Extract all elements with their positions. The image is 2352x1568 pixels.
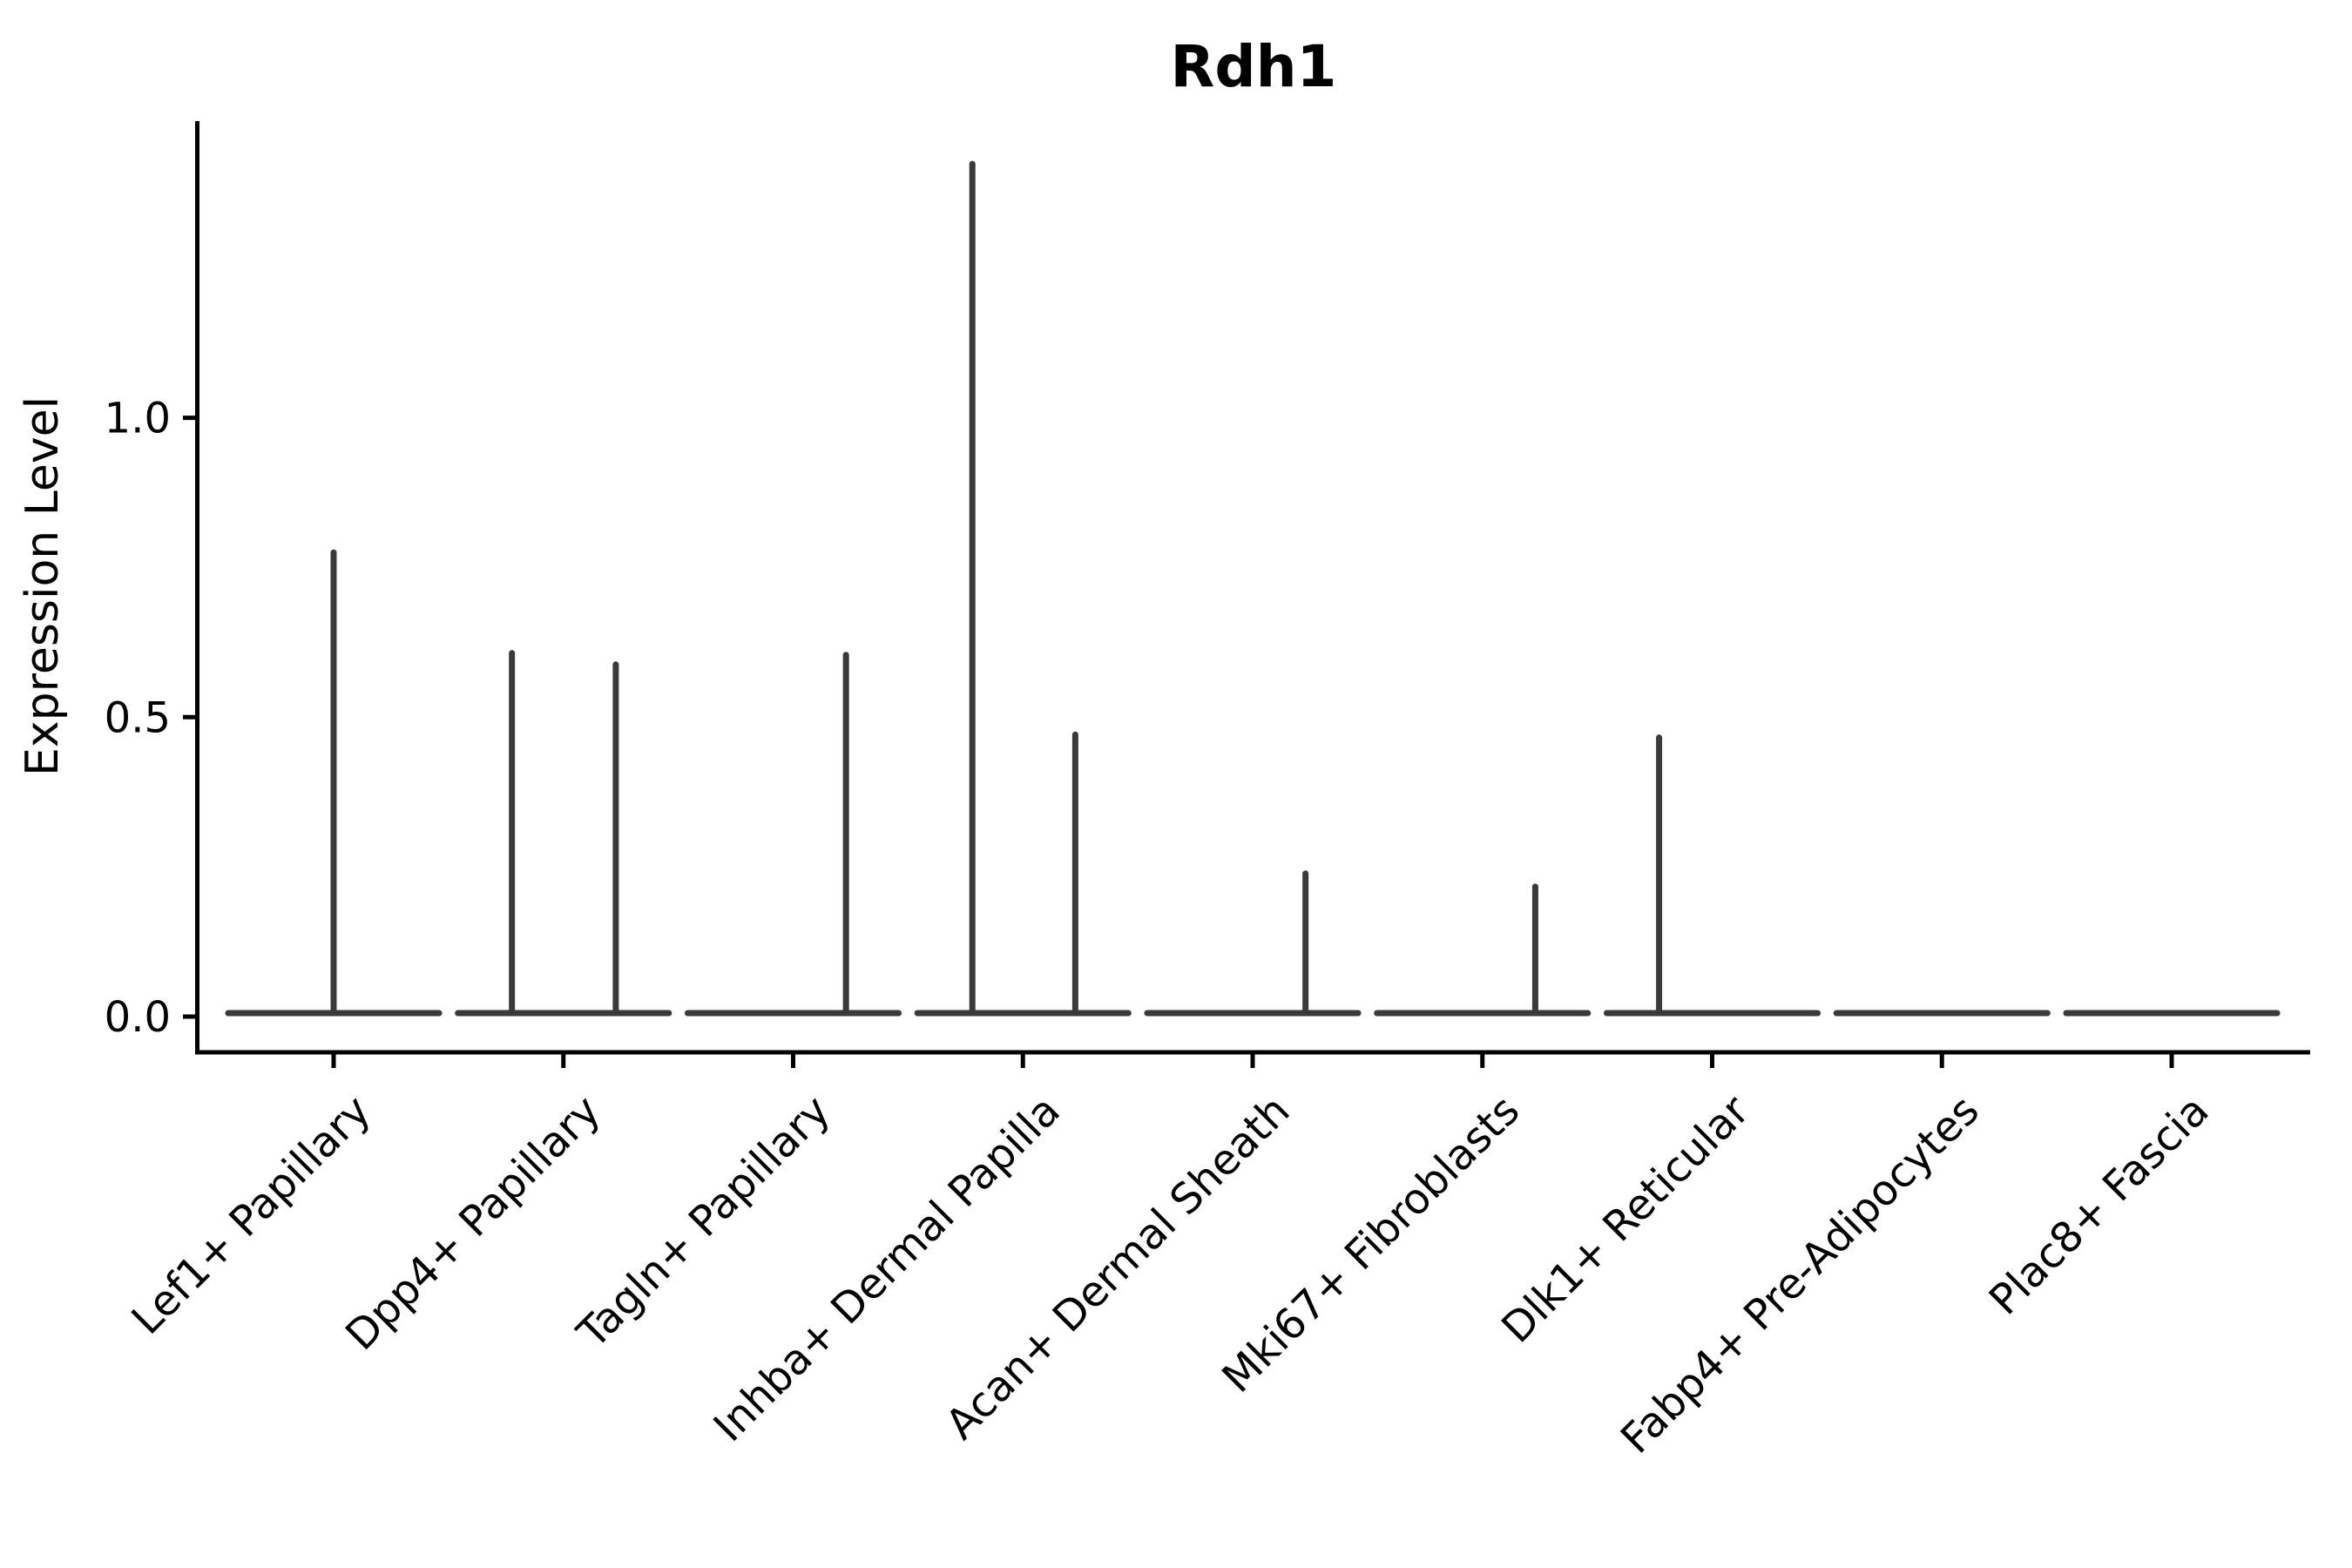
- violin-layer: [225, 160, 2281, 1017]
- y-tick-label: 1.0: [105, 395, 171, 443]
- x-tick-label: Lef1+ Papillary: [123, 1086, 381, 1344]
- x-tick-label: Dpp4+ Papillary: [336, 1086, 610, 1360]
- chart-title: Rdh1: [1171, 33, 1337, 100]
- y-tick-label: 0.5: [105, 693, 171, 742]
- x-tick-label: Plac8+ Fascia: [1980, 1086, 2219, 1325]
- y-tick-label: 0.0: [105, 993, 171, 1042]
- x-tick-label: Dlk1+ Reticular: [1492, 1086, 1759, 1353]
- x-tick-label: Tagln+ Papillary: [568, 1086, 840, 1358]
- y-axis-label: Expression Level: [17, 396, 69, 776]
